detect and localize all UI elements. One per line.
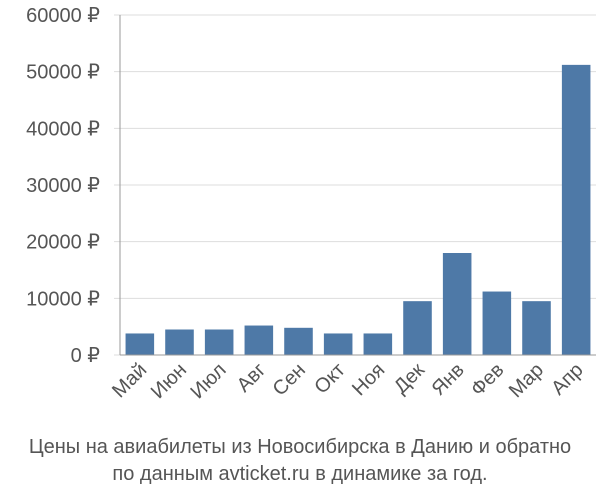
bar-5 bbox=[284, 327, 313, 355]
x-tick-label: Июл bbox=[186, 359, 230, 403]
y-tick-label: 50000 ₽ bbox=[26, 62, 100, 84]
y-tick-label: 30000 ₽ bbox=[26, 175, 100, 197]
y-tick-label: 0 ₽ bbox=[71, 345, 101, 367]
bar-4 bbox=[244, 325, 274, 355]
x-tick-label: Июн bbox=[147, 359, 191, 403]
x-tick-label: Апр bbox=[547, 359, 588, 400]
bar-3 bbox=[204, 329, 234, 355]
x-tick-label: Дек bbox=[390, 359, 429, 398]
bar-12 bbox=[561, 64, 591, 355]
bar-10 bbox=[482, 291, 512, 355]
chart-caption-line-1: Цены на авиабилеты из Новосибирска в Дан… bbox=[28, 436, 572, 458]
x-tick-label: Мар bbox=[505, 359, 548, 402]
y-tick-label: 60000 ₽ bbox=[26, 5, 100, 27]
bar-9 bbox=[442, 253, 472, 355]
bars bbox=[125, 64, 591, 355]
bar-11 bbox=[522, 301, 551, 355]
x-tick-label: Май bbox=[108, 359, 151, 402]
x-tick-label: Фев bbox=[467, 359, 509, 401]
x-tick-label: Янв bbox=[428, 359, 469, 400]
bar-8 bbox=[403, 301, 432, 355]
x-tick-label: Сен bbox=[269, 359, 310, 400]
y-tick-label: 10000 ₽ bbox=[26, 288, 100, 310]
bar-chart: 0 ₽ 10000 ₽ 20000 ₽ 30000 ₽ 40000 ₽ 50000 ₽ 60… bbox=[26, 5, 596, 403]
y-tick-label: 20000 ₽ bbox=[26, 232, 100, 254]
bar-2 bbox=[165, 329, 194, 355]
y-axis: 0 ₽ 10000 ₽ 20000 ₽ 30000 ₽ 40000 ₽ 50000 ₽ 60… bbox=[26, 5, 121, 367]
x-tick-label: Авг bbox=[233, 359, 271, 397]
chart-caption-line-2: по данным avticket.ru в динамике за год. bbox=[112, 463, 488, 485]
grid-lines bbox=[114, 14, 596, 356]
y-tick-label: 40000 ₽ bbox=[26, 118, 100, 140]
bar-6 bbox=[323, 333, 353, 355]
x-tick-label: Окт bbox=[310, 359, 349, 398]
x-tick-label: Ноя bbox=[348, 359, 389, 400]
bar-1 bbox=[125, 333, 155, 355]
bar-7 bbox=[363, 333, 393, 355]
